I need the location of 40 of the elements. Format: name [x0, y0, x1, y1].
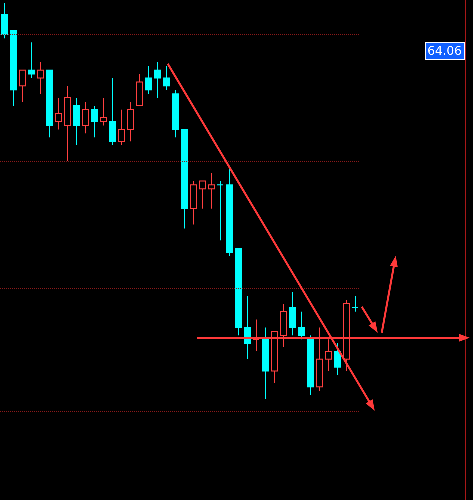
- candlestick: [334, 343, 341, 376]
- candlestick: [163, 66, 170, 91]
- candlestick: [28, 42, 35, 79]
- candlestick: [316, 327, 323, 392]
- candlestick: [253, 319, 260, 352]
- candlestick: [109, 78, 116, 146]
- candlestick: [280, 303, 287, 348]
- candlestick: [298, 311, 305, 340]
- text: 64.06: [424, 42, 465, 60]
- candlestick: [100, 98, 107, 126]
- candlestick: [271, 331, 278, 384]
- candlestick: [73, 98, 80, 146]
- candlestick: [307, 335, 314, 396]
- candlestick: [352, 296, 359, 312]
- candlestick: [235, 248, 242, 336]
- candlestick: [82, 102, 89, 134]
- candlestick: [226, 168, 233, 257]
- candlestick: [262, 327, 269, 400]
- candlestick: [172, 90, 179, 138]
- candlestick: [199, 180, 206, 210]
- candlestick: [118, 109, 125, 146]
- candlestick: [64, 86, 71, 162]
- candlestick: [289, 292, 296, 336]
- candlestick: [19, 70, 26, 102]
- candlestick: [325, 339, 332, 372]
- candlestick: [145, 66, 152, 95]
- candlestick: [208, 172, 215, 210]
- candlestick: [46, 70, 53, 138]
- candlestick: [181, 129, 188, 230]
- candlestick: [37, 62, 44, 95]
- candlestick: [91, 105, 98, 138]
- candlestick: [1, 2, 8, 40]
- candlestick: [10, 30, 17, 106]
- candlestick: [190, 180, 197, 226]
- candlestick: [127, 102, 134, 142]
- candlestick: [154, 62, 161, 99]
- candlestick: [343, 300, 350, 372]
- candlestick: [217, 180, 224, 242]
- candlestick: [55, 98, 62, 130]
- candlestick: [136, 74, 143, 106]
